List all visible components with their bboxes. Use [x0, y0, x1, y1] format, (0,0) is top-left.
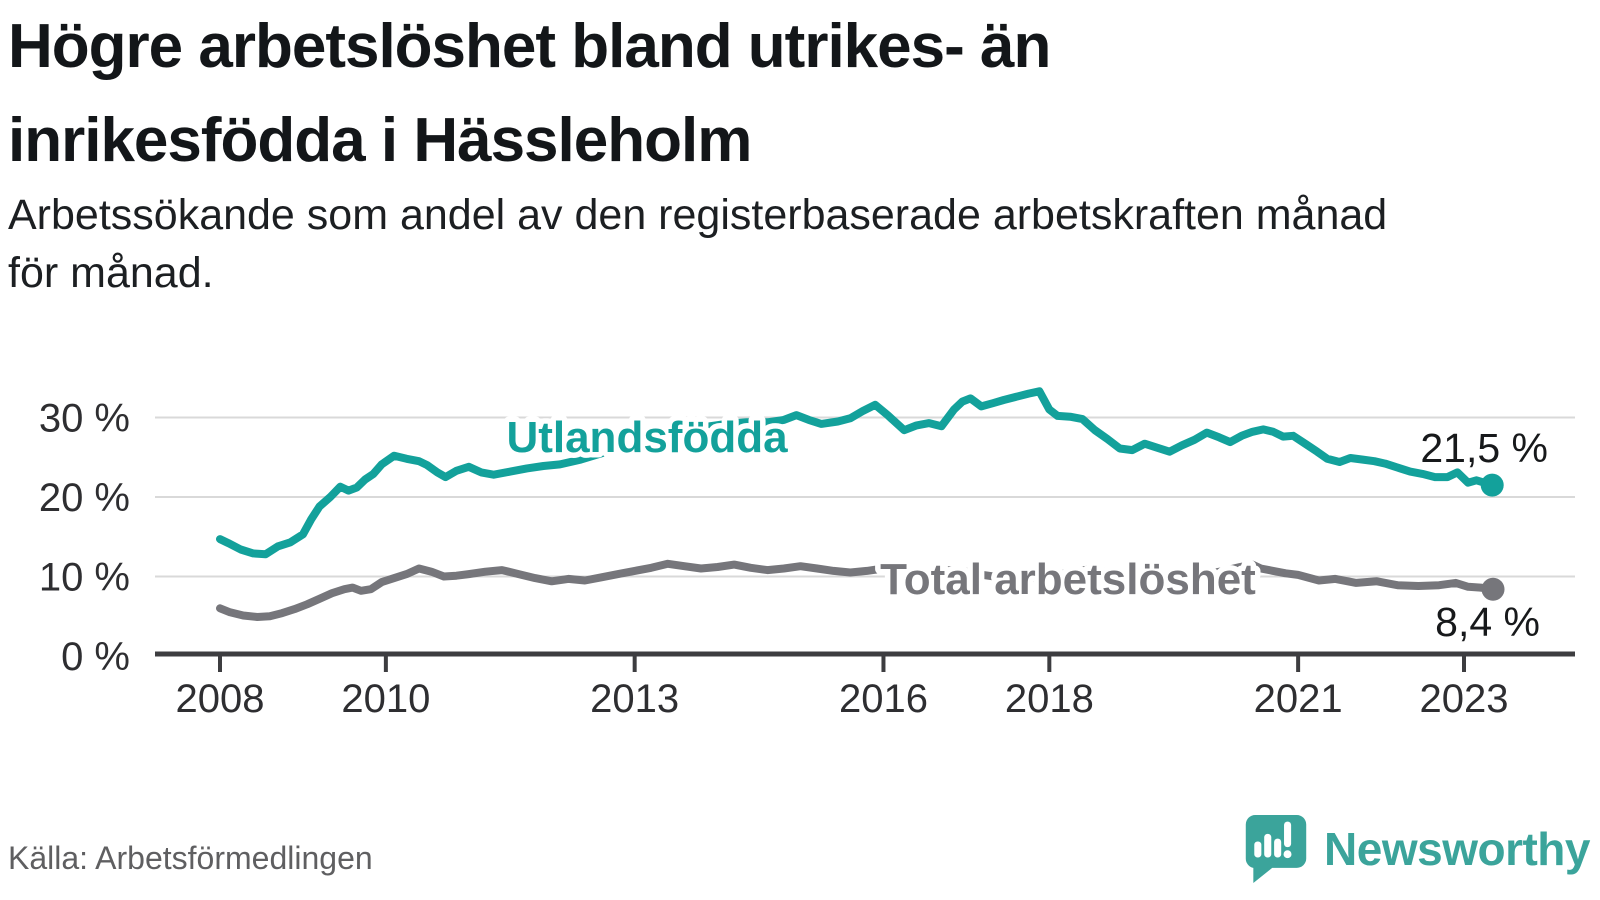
- series-end-dot-total: [1481, 577, 1505, 601]
- x-tick-label-2016: 2016: [839, 677, 928, 721]
- x-tick-label-2013: 2013: [590, 677, 679, 721]
- series-end-dot-utlandsfodda: [1480, 473, 1504, 497]
- brand-wordmark: Newsworthy: [1324, 823, 1590, 875]
- x-tick-label-2023: 2023: [1420, 677, 1509, 721]
- series-label-total: Total arbetslöshet: [880, 555, 1256, 604]
- source-note: Källa: Arbetsförmedlingen: [8, 840, 373, 876]
- title-line-2: inrikesfödda i Hässleholm: [8, 106, 752, 175]
- newsworthy-bubble-icon: [1245, 815, 1307, 883]
- series-label-utlandsfodda: Utlandsfödda: [506, 413, 788, 462]
- x-tick-label-2010: 2010: [341, 677, 430, 721]
- page-title: Högre arbetslöshet bland utrikes- än inr…: [8, 0, 1568, 188]
- x-tick-label-2021: 2021: [1254, 677, 1343, 721]
- y-tick-label-30: 30 %: [39, 397, 130, 441]
- y-tick-label-20: 20 %: [39, 476, 130, 520]
- series-line-total: [216, 559, 1497, 621]
- newsworthy-logo: Newsworthy: [1242, 812, 1590, 886]
- bar-3: [1274, 838, 1282, 858]
- subtitle-line-1: Arbetssökande som andel av den registerb…: [8, 191, 1388, 239]
- end-value-label-total: 8,4 %: [1435, 599, 1540, 645]
- title-line-1: Högre arbetslöshet bland utrikes- än: [8, 12, 1051, 81]
- subtitle-line-2: för månad.: [8, 249, 214, 297]
- exclamation-bar: [1284, 821, 1292, 848]
- y-tick-label-10: 10 %: [39, 556, 130, 600]
- series-line-utlandsfodda: [216, 387, 1497, 559]
- end-value-label-utlandsfodda: 21,5 %: [1420, 425, 1548, 471]
- line-chart-canvas: 2008 2010 2013 2016 2018 2021 2023 0 % 10 % 20 % 3…: [39, 387, 1575, 721]
- bar-2: [1264, 833, 1272, 858]
- page-subtitle: Arbetssökande som andel av den registerb…: [8, 186, 1588, 302]
- x-tick-label-2008: 2008: [176, 677, 265, 721]
- x-tick-label-2018: 2018: [1005, 677, 1094, 721]
- exclamation-dot: [1283, 850, 1292, 859]
- y-tick-label-0: 0 %: [61, 635, 130, 679]
- bar-1: [1254, 841, 1262, 858]
